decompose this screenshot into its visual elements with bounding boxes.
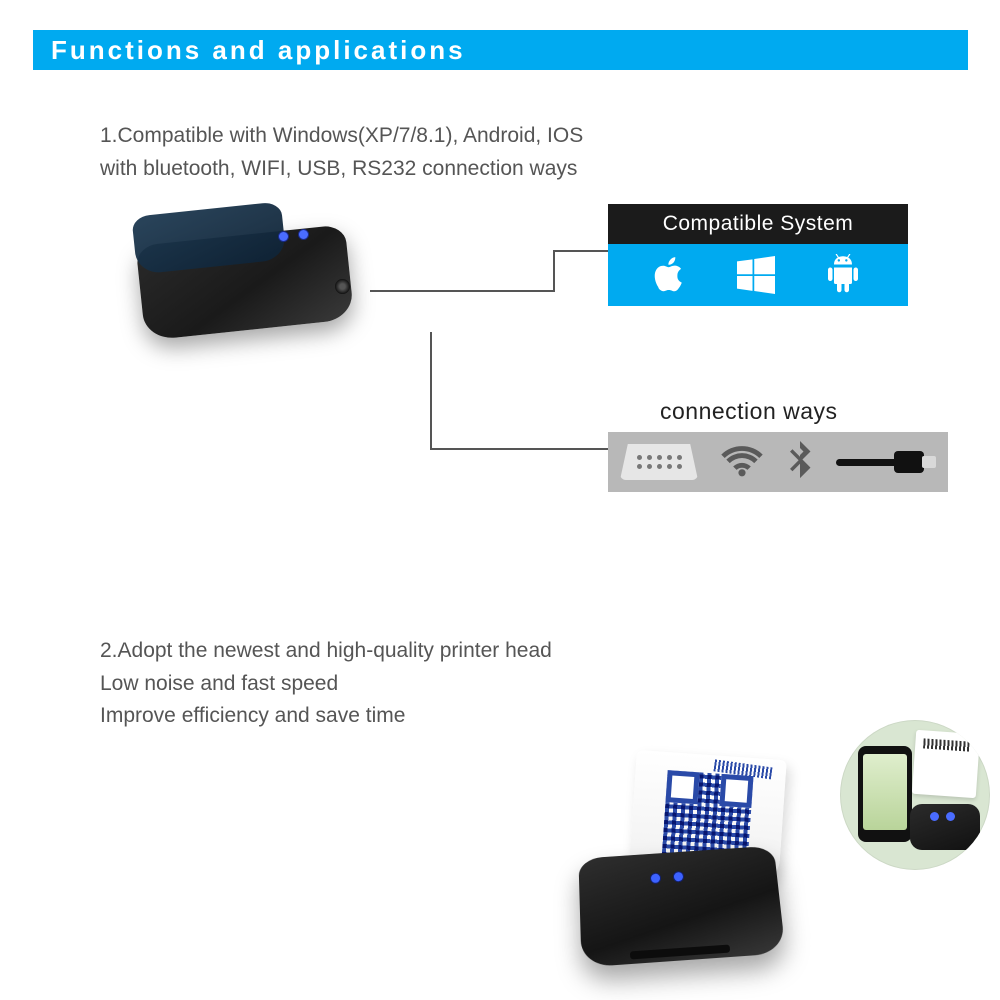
- mini-printer-icon: [910, 804, 980, 850]
- compatible-system-title: Compatible System: [608, 204, 908, 244]
- windows-icon: [737, 256, 775, 294]
- header-bar: Functions and applications: [33, 30, 968, 70]
- usb-icon: [836, 447, 936, 477]
- printer-button: [298, 229, 309, 240]
- section2-line1: 2.Adopt the newest and high-quality prin…: [100, 635, 800, 668]
- section1-line1: 1.Compatible with Windows(XP/7/8.1), And…: [100, 120, 800, 153]
- android-icon: [824, 254, 862, 296]
- connection-ways-strip: [608, 432, 948, 492]
- printer-button: [278, 231, 289, 242]
- printer-illustration-1: [130, 195, 380, 355]
- bluetooth-icon: [786, 441, 814, 483]
- section1-line2: with bluetooth, WIFI, USB, RS232 connect…: [100, 153, 800, 186]
- printer-illustration-2: [560, 760, 820, 980]
- receipt-icon: [912, 730, 980, 798]
- connector-line: [553, 250, 555, 292]
- printer-buttons: [650, 871, 685, 884]
- connector-line: [430, 448, 608, 450]
- connection-ways-label: connection ways: [660, 398, 838, 425]
- rs232-icon: [620, 444, 698, 480]
- phone-icon: [858, 746, 912, 842]
- circle-inset-image: [840, 720, 990, 870]
- apple-icon: [654, 255, 688, 295]
- section1-text: 1.Compatible with Windows(XP/7/8.1), And…: [100, 120, 800, 185]
- section2-line2: Low noise and fast speed: [100, 668, 800, 701]
- compatible-system-icons: [608, 244, 908, 306]
- section2-line3: Improve efficiency and save time: [100, 700, 800, 733]
- wifi-icon: [720, 444, 764, 480]
- connector-line: [370, 290, 555, 292]
- compatible-system-box: Compatible System: [608, 204, 908, 306]
- header-title: Functions and applications: [51, 35, 466, 66]
- connector-line: [553, 250, 608, 252]
- connector-line: [430, 332, 432, 450]
- section2-text: 2.Adopt the newest and high-quality prin…: [100, 635, 800, 733]
